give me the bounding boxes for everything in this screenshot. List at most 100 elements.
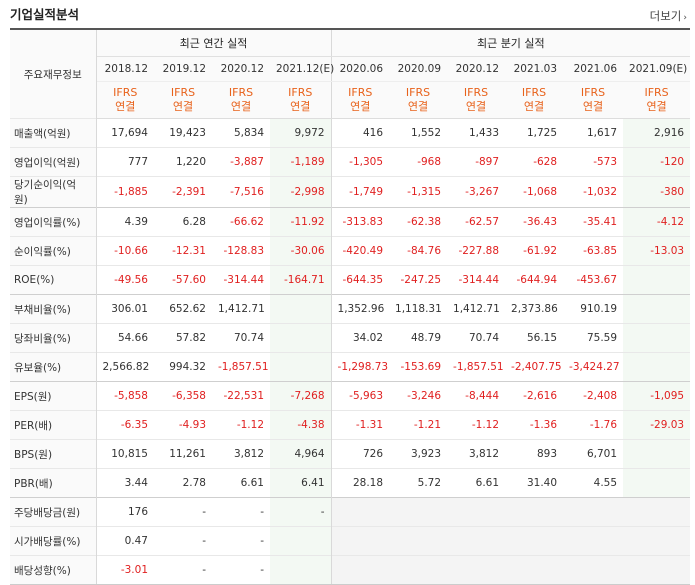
table-cell: -153.69 [389, 352, 448, 382]
table-cell: -1,885 [96, 176, 154, 208]
accounting-standard: IFRS 연결 [154, 81, 212, 119]
table-cell: 2,566.82 [96, 352, 154, 382]
period-header: 2020.09 [389, 56, 448, 82]
more-link[interactable]: 더보기 › [650, 8, 687, 24]
standard-top: IFRS [405, 86, 431, 99]
table-cell: 1,352.96 [330, 294, 390, 324]
table-cell: - [270, 497, 332, 527]
table-cell: -36.43 [505, 207, 564, 237]
table-cell [447, 526, 506, 556]
table-cell: 3.44 [96, 468, 154, 498]
table-cell [447, 497, 506, 527]
standard-top: IFRS [580, 86, 606, 99]
standard-top: IFRS [521, 86, 547, 99]
table-cell: 31.40 [505, 468, 564, 498]
table-cell: -120 [623, 147, 691, 177]
table-row: PER(배) -6.35 -4.93 -1.12 -4.38 -1.31 -1.21 -1.1… [10, 410, 691, 440]
table-cell [389, 555, 448, 585]
table-cell: -3.01 [96, 555, 154, 585]
table-cell [623, 294, 691, 324]
annual-group-header: 최근 연간 실적 [96, 28, 332, 57]
standard-top: IFRS [644, 86, 669, 99]
table-row: 매출액(억원) 17,694 19,423 5,834 9,972 416 1,552 1,4… [10, 118, 691, 148]
table-cell: -5,963 [330, 381, 390, 411]
table-row: 주당배당금(원) 176- - - [10, 497, 691, 527]
table-cell: -1.21 [389, 410, 448, 440]
table-cell: -1.36 [505, 410, 564, 440]
table-cell: - [154, 555, 212, 585]
standard-bottom: 연결 [407, 100, 429, 113]
table-cell: -1.31 [330, 410, 390, 440]
table-cell: 10,815 [96, 439, 154, 469]
table-cell: 2.78 [154, 468, 212, 498]
table-cell: 0.47 [96, 526, 154, 556]
row-label: 순이익률(%) [10, 236, 97, 266]
table-cell: 28.18 [330, 468, 390, 498]
table-cell: -5,858 [96, 381, 154, 411]
table-cell: 6.28 [154, 207, 212, 237]
period-header: 2021.03 [505, 56, 564, 82]
table-cell: -128.83 [212, 236, 270, 266]
table-cell: 1,617 [563, 118, 624, 148]
row-label: 영업이익(억원) [10, 147, 97, 177]
table-cell: -628 [505, 147, 564, 177]
table-cell [330, 497, 390, 527]
period-header: 2020.12 [212, 56, 270, 82]
table-cell [623, 555, 691, 585]
standard-bottom: 연결 [290, 100, 311, 113]
table-cell: -1,189 [270, 147, 332, 177]
table-cell [330, 526, 390, 556]
table-cell: 70.74 [212, 323, 270, 353]
table-row: 부채비율(%) 306.01 652.62 1,412.71 1,352.96 1,118… [10, 294, 691, 324]
table-cell: -3,424.27 [563, 352, 624, 382]
table-cell: -13.03 [623, 236, 691, 266]
table-cell: -29.03 [623, 410, 691, 440]
table-cell: 994.32 [154, 352, 212, 382]
table-cell: -1.12 [212, 410, 270, 440]
standard-bottom: 연결 [523, 100, 545, 113]
table-cell: 416 [330, 118, 390, 148]
table-cell: -30.06 [270, 236, 332, 266]
table-cell [389, 526, 448, 556]
table-cell: -2,408 [563, 381, 624, 411]
table-cell [330, 555, 390, 585]
table-row: 유보율(%) 2,566.82 994.32 -1,857.51 -1,298.73 -1… [10, 352, 691, 382]
standard-top: IFRS [463, 86, 489, 99]
standard-bottom: 연결 [115, 100, 136, 113]
table-cell: -12.31 [154, 236, 212, 266]
table-cell [563, 555, 624, 585]
table-cell: -63.85 [563, 236, 624, 266]
quarter-group-header: 최근 분기 실적 [330, 28, 691, 57]
table-cell [270, 294, 332, 324]
table-cell: -4.93 [154, 410, 212, 440]
table-cell: -1.76 [563, 410, 624, 440]
table-cell [270, 526, 332, 556]
corner-label: 주요재무정보 [10, 28, 97, 119]
table-row: 당기순이익(억원) -1,885 -2,391 -7,516 -2,998 -1,749-… [10, 176, 691, 208]
standard-bottom: 연결 [350, 100, 371, 113]
table-cell [623, 352, 691, 382]
table-cell: 6.61 [447, 468, 506, 498]
table-cell: 48.79 [389, 323, 448, 353]
row-label: PER(배) [10, 410, 97, 440]
table-cell: 75.59 [563, 323, 624, 353]
table-cell: 34.02 [330, 323, 390, 353]
table-cell: -1,068 [505, 176, 564, 208]
table-cell: 6,701 [563, 439, 624, 469]
table-cell: 3,923 [389, 439, 448, 469]
table-cell: -57.60 [154, 265, 212, 295]
row-label: BPS(원) [10, 439, 97, 469]
table-cell: -1,032 [563, 176, 624, 208]
table-cell: 4.39 [96, 207, 154, 237]
table-cell [623, 323, 691, 353]
table-row: 당좌비율(%) 54.66 57.82 70.74 34.02 48.79 70.74 56.… [10, 323, 691, 353]
row-label: 시가배당률(%) [10, 526, 97, 556]
table-cell: 5,834 [212, 118, 270, 148]
table-cell [270, 555, 332, 585]
row-label: 부채비율(%) [10, 294, 97, 324]
period-header: 2018.12 [96, 56, 154, 82]
table-cell: -2,616 [505, 381, 564, 411]
accounting-standard: IFRS 연결 [96, 81, 154, 119]
standard-bottom: 연결 [646, 100, 667, 113]
standard-bottom: 연결 [172, 100, 194, 113]
